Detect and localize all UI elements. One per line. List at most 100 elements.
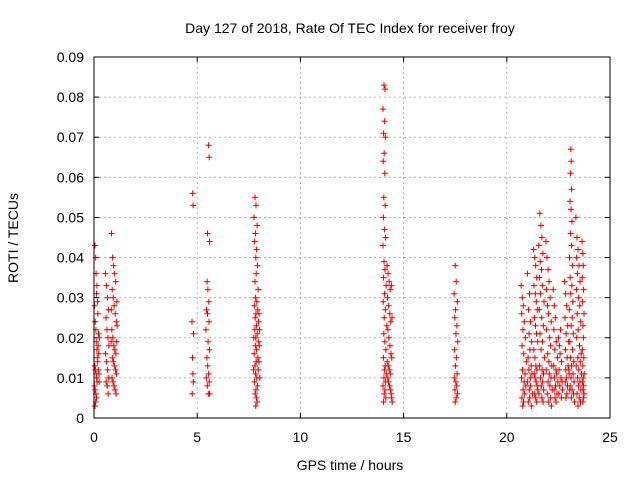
- data-point: [580, 382, 587, 389]
- data-point: [579, 346, 586, 353]
- data-point: [254, 306, 261, 313]
- data-point: [204, 230, 211, 237]
- data-point: [522, 334, 529, 341]
- data-point: [518, 374, 525, 381]
- data-point: [114, 322, 121, 329]
- data-point: [451, 290, 458, 297]
- data-point: [567, 382, 574, 389]
- data-point: [576, 342, 583, 349]
- data-point: [251, 350, 258, 357]
- data-point: [540, 322, 547, 329]
- data-point: [579, 298, 586, 305]
- data-point: [575, 326, 582, 333]
- data-point: [96, 334, 103, 341]
- data-point: [552, 314, 559, 321]
- data-point: [566, 254, 573, 261]
- data-point: [545, 358, 552, 365]
- data-point: [252, 294, 259, 301]
- data-point: [112, 310, 119, 317]
- data-point: [252, 230, 259, 237]
- data-point: [254, 382, 261, 389]
- data-point: [110, 342, 117, 349]
- data-point: [543, 286, 550, 293]
- data-point: [579, 399, 586, 405]
- data-point: [385, 378, 392, 385]
- data-point: [250, 366, 257, 373]
- data-point: [253, 346, 260, 353]
- data-point: [545, 378, 552, 385]
- data-point: [550, 286, 557, 293]
- data-point: [204, 278, 211, 285]
- data-point: [544, 350, 551, 357]
- data-point: [204, 310, 211, 317]
- data-point: [546, 334, 553, 341]
- data-point: [525, 306, 532, 313]
- data-point: [256, 342, 263, 349]
- data-point: [536, 306, 543, 313]
- data-point: [253, 202, 259, 209]
- x-tick-label: 10: [293, 429, 309, 445]
- data-point: [543, 238, 549, 245]
- data-point: [538, 346, 545, 353]
- data-point: [526, 394, 533, 401]
- data-point: [94, 310, 101, 317]
- data-point: [255, 318, 262, 325]
- data-point: [206, 378, 213, 385]
- data-point: [559, 386, 566, 393]
- data-point: [533, 399, 540, 405]
- data-point: [388, 350, 394, 357]
- data-point: [550, 362, 557, 369]
- data-point: [555, 334, 562, 341]
- data-point: [380, 298, 387, 305]
- data-point: [380, 330, 387, 337]
- data-point: [253, 386, 259, 393]
- data-point: [384, 294, 391, 301]
- data-point: [256, 326, 263, 333]
- data-point: [103, 378, 110, 385]
- data-point: [546, 370, 553, 377]
- data-point: [520, 386, 527, 393]
- data-point: [385, 270, 392, 277]
- data-point: [539, 282, 546, 289]
- data-point: [113, 370, 120, 377]
- data-point: [569, 386, 575, 393]
- data-point: [573, 254, 580, 261]
- data-point: [110, 294, 117, 301]
- data-point: [550, 326, 557, 333]
- data-point: [92, 386, 99, 393]
- data-point: [381, 118, 388, 125]
- data-point: [205, 298, 212, 305]
- data-point: [380, 194, 387, 201]
- data-point: [453, 322, 460, 329]
- data-point: [522, 370, 528, 377]
- data-point: [519, 294, 526, 301]
- data-point: [563, 302, 570, 309]
- data-point: [454, 370, 461, 377]
- data-point: [110, 358, 117, 365]
- data-point: [545, 310, 552, 317]
- data-point: [540, 370, 547, 377]
- data-point: [380, 214, 387, 221]
- data-point: [547, 342, 554, 349]
- data-point: [381, 390, 388, 397]
- data-point: [571, 378, 578, 385]
- data-point: [579, 362, 586, 369]
- data-point: [96, 378, 103, 385]
- data-point: [581, 370, 588, 377]
- data-point: [382, 86, 388, 93]
- data-point: [453, 382, 460, 389]
- data-point: [567, 290, 574, 297]
- data-point: [388, 282, 395, 289]
- data-point: [387, 386, 394, 393]
- data-point: [580, 322, 586, 329]
- data-point: [253, 246, 260, 253]
- data-point: [577, 358, 584, 365]
- data-point: [532, 394, 539, 401]
- data-point: [202, 326, 209, 333]
- data-point: [528, 338, 535, 345]
- data-point: [451, 314, 458, 321]
- data-point: [252, 278, 258, 285]
- data-point: [380, 382, 386, 389]
- data-point: [577, 278, 584, 285]
